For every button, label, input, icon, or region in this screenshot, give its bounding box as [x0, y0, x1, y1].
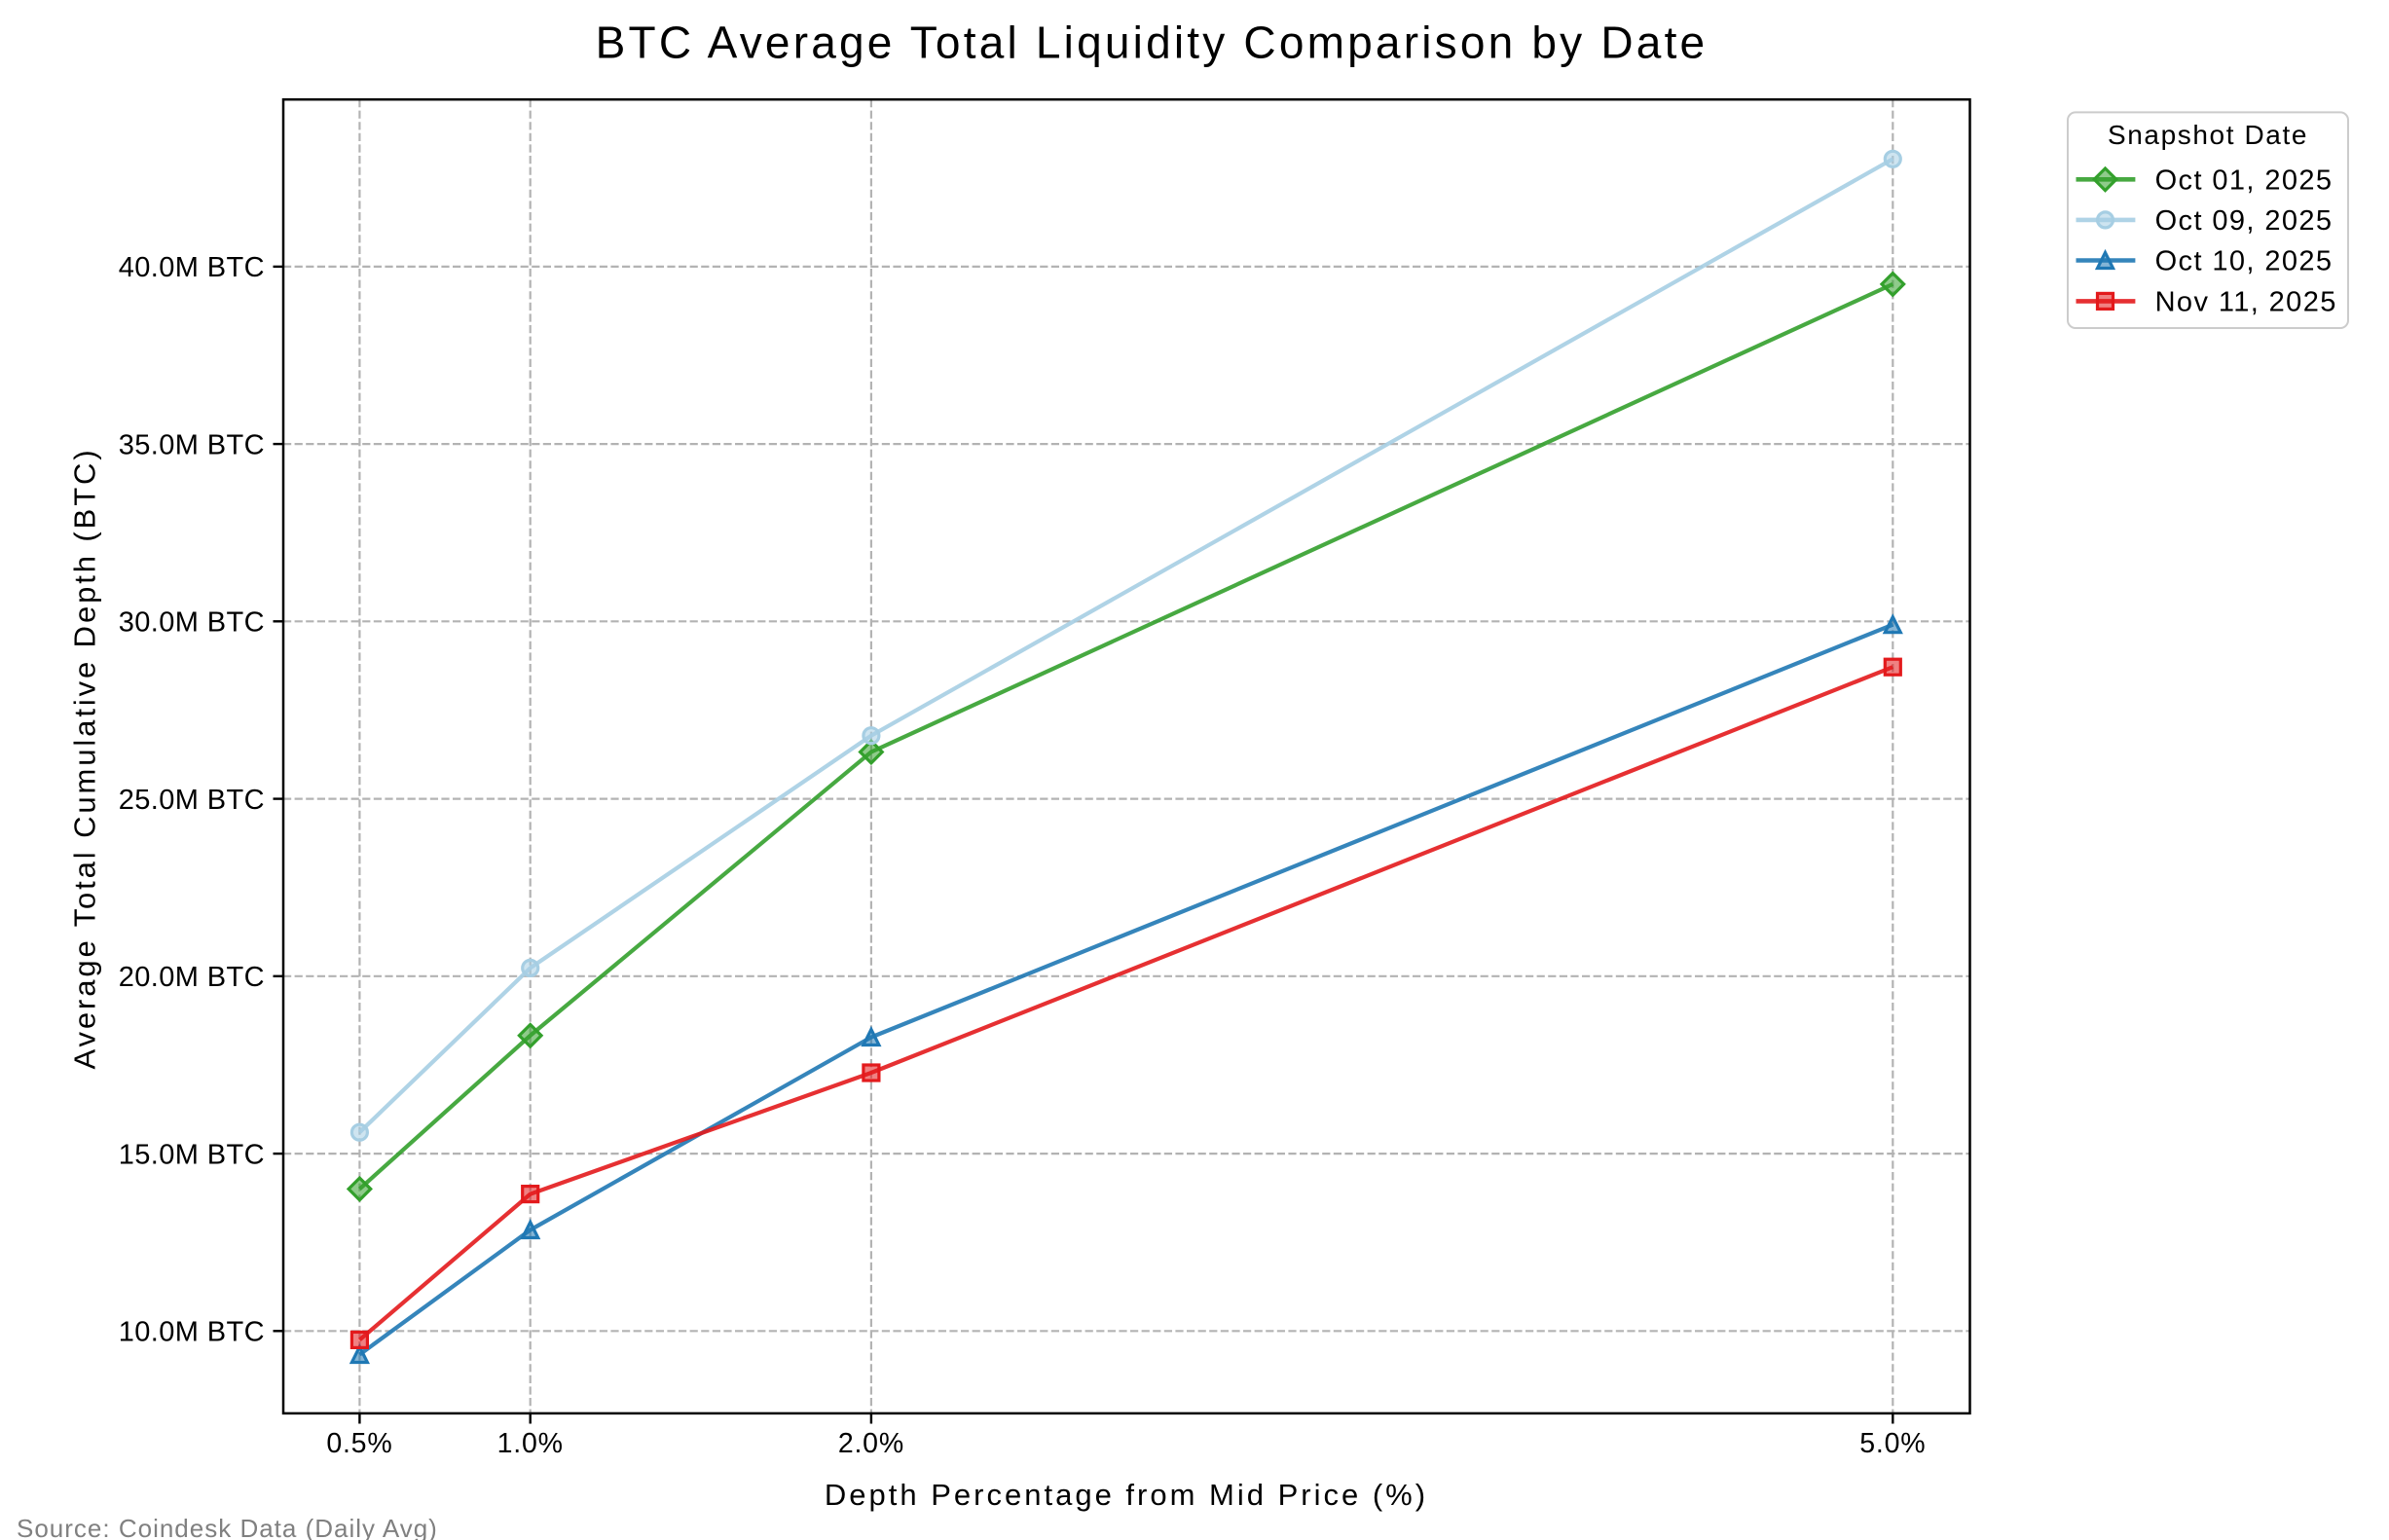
svg-text:10.0M BTC: 10.0M BTC — [119, 1317, 265, 1348]
svg-text:BTC Average Total Liquidity Co: BTC Average Total Liquidity Comparison b… — [596, 18, 1709, 68]
svg-text:5.0%: 5.0% — [1859, 1428, 1926, 1459]
svg-text:25.0M BTC: 25.0M BTC — [119, 785, 265, 816]
svg-text:0.5%: 0.5% — [326, 1428, 392, 1459]
svg-text:Oct 10, 2025: Oct 10, 2025 — [2155, 246, 2334, 277]
svg-text:20.0M BTC: 20.0M BTC — [119, 962, 265, 993]
svg-text:Depth Percentage from Mid Pric: Depth Percentage from Mid Price (%) — [825, 1478, 1428, 1512]
svg-text:Oct 09, 2025: Oct 09, 2025 — [2155, 205, 2334, 237]
svg-text:2.0%: 2.0% — [838, 1428, 904, 1459]
svg-text:Nov 11, 2025: Nov 11, 2025 — [2155, 287, 2337, 318]
svg-text:35.0M BTC: 35.0M BTC — [119, 429, 265, 460]
svg-text:Source: Coindesk Data (Daily A: Source: Coindesk Data (Daily Avg) — [17, 1514, 438, 1540]
svg-text:1.0%: 1.0% — [497, 1428, 564, 1459]
svg-text:40.0M BTC: 40.0M BTC — [119, 252, 265, 283]
svg-text:Oct 01, 2025: Oct 01, 2025 — [2155, 165, 2334, 197]
svg-text:Average Total Cumulative Depth: Average Total Cumulative Depth (BTC) — [68, 447, 102, 1069]
svg-text:30.0M BTC: 30.0M BTC — [119, 607, 265, 639]
svg-text:Snapshot Date: Snapshot Date — [2108, 120, 2308, 150]
svg-text:15.0M BTC: 15.0M BTC — [119, 1139, 265, 1170]
